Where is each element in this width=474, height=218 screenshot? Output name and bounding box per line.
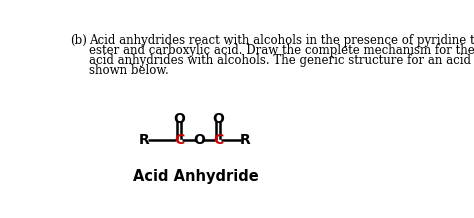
Text: O: O xyxy=(193,133,205,147)
Text: acid anhydrides with alcohols. The generic structure for an acid anhydride is: acid anhydrides with alcohols. The gener… xyxy=(89,54,474,67)
Text: O: O xyxy=(212,112,224,126)
Text: Acid Anhydride: Acid Anhydride xyxy=(133,169,259,184)
Text: O: O xyxy=(173,112,185,126)
Text: Acid anhydrides react with alcohols in the presence of pyridine to form an: Acid anhydrides react with alcohols in t… xyxy=(89,34,474,47)
Text: C: C xyxy=(174,133,184,147)
Text: R: R xyxy=(240,133,251,147)
Text: (b): (b) xyxy=(70,34,87,47)
Text: ester and carboxylic acid. Draw the complete mechanism for the reaction of: ester and carboxylic acid. Draw the comp… xyxy=(89,44,474,57)
Text: C: C xyxy=(213,133,223,147)
Text: R: R xyxy=(139,133,150,147)
Text: shown below.: shown below. xyxy=(89,64,168,77)
